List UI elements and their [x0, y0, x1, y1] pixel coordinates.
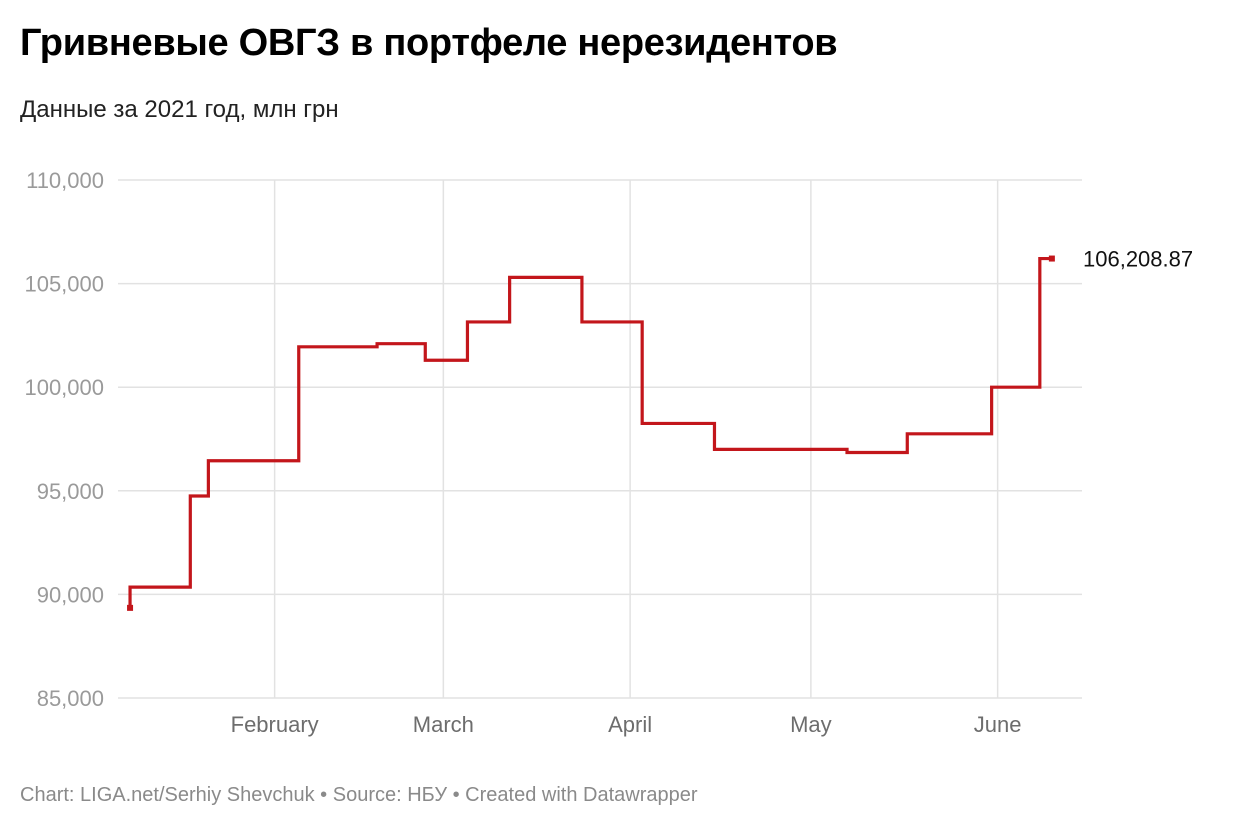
- x-tick-label: June: [974, 712, 1022, 737]
- y-tick-label: 85,000: [37, 686, 104, 711]
- x-axis-ticks: February March April May June: [231, 712, 1022, 737]
- footer-credit: Chart: LIGA.net/Serhiy Shevchuk: [20, 784, 315, 806]
- footer-separator: •: [320, 784, 328, 806]
- y-tick-label: 110,000: [26, 168, 104, 193]
- y-tick-label: 105,000: [24, 272, 104, 297]
- end-point-marker: [1048, 255, 1055, 262]
- footer-separator: •: [452, 784, 460, 806]
- footer-created: Created with Datawrapper: [465, 784, 698, 806]
- footer-source: Source: НБУ: [332, 784, 448, 806]
- y-gridlines: [118, 179, 1082, 699]
- y-tick-label: 95,000: [37, 479, 104, 504]
- series-line: [128, 256, 1052, 608]
- x-tick-label: May: [790, 712, 832, 737]
- last-value-label: 106,208.87: [1083, 247, 1193, 272]
- x-tick-label: February: [231, 712, 319, 737]
- y-axis-ticks: 110,000 105,000 100,000 95,000 90,000 85,000: [24, 168, 104, 711]
- chart-title: Гривневые ОВГЗ в портфеле нерезидентов: [20, 22, 838, 64]
- start-point-marker: [127, 604, 134, 611]
- chart-subtitle: Данные за 2021 год, млн грн: [20, 96, 339, 123]
- x-tick-label: March: [413, 712, 474, 737]
- x-tick-label: April: [608, 712, 652, 737]
- chart-footer: Chart: LIGA.net/Serhiy Shevchuk • Source…: [20, 784, 698, 807]
- y-tick-label: 100,000: [24, 375, 104, 400]
- x-gridlines: [273, 180, 999, 698]
- y-tick-label: 90,000: [37, 582, 104, 607]
- series-group: 106,208.87: [127, 247, 1193, 611]
